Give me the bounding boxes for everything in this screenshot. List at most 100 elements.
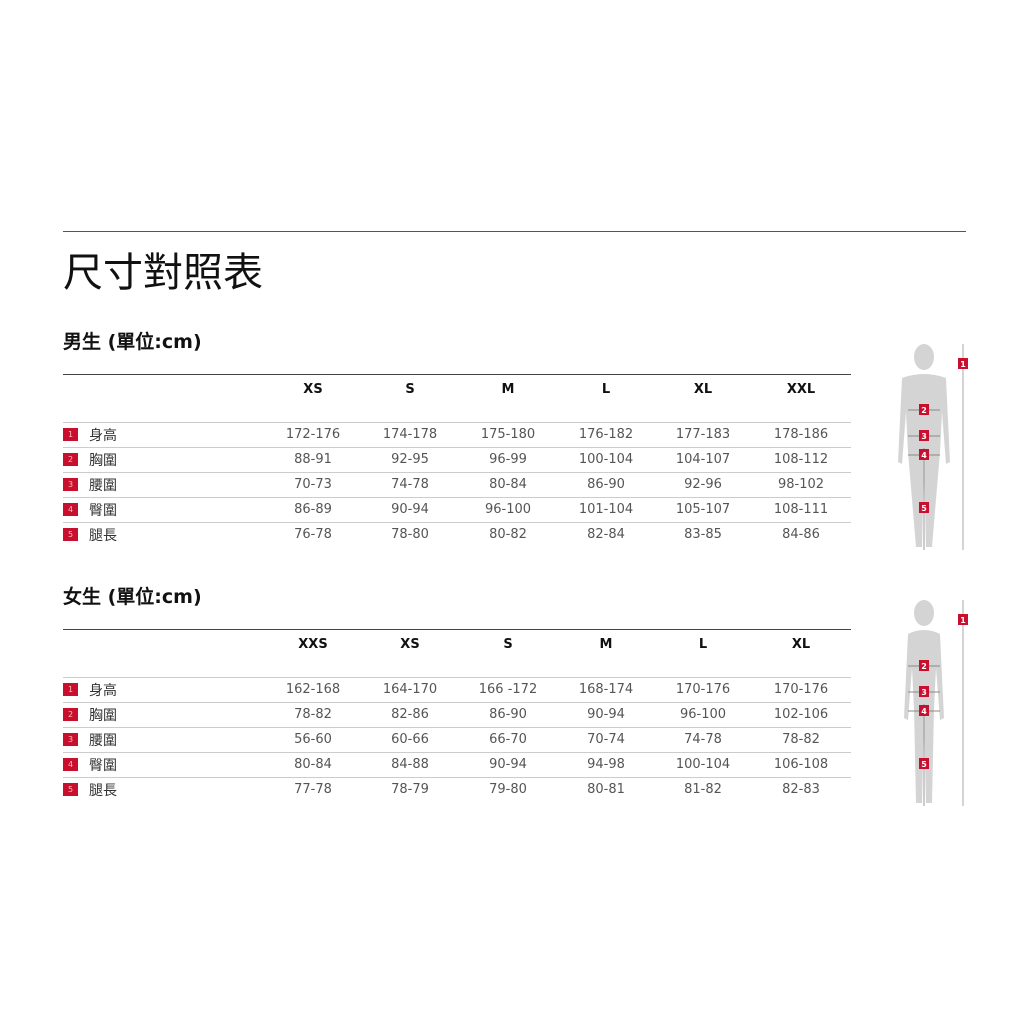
table-cell: 178-186 [773,427,829,442]
table-cell: 78-80 [391,527,429,542]
table-cell: 90-94 [489,757,527,772]
table-cell: 162-168 [285,682,341,697]
men-table-rule [63,374,851,375]
row-number-badge: 1 [63,428,78,441]
table-cell: 96-100 [679,707,727,722]
size-header: S [405,382,415,397]
table-cell: 94-98 [587,757,625,772]
size-header: S [503,637,513,652]
female-body-diagram: 1 2 3 4 5 [904,600,968,806]
svg-text:4: 4 [921,707,927,716]
table-cell: 70-73 [294,477,332,492]
row-divider [63,447,851,448]
table-cell: 78-79 [391,782,429,797]
row-number-badge: 3 [63,478,78,491]
size-header: XS [303,382,323,397]
row-divider [63,472,851,473]
row-label: 腿長 [89,528,117,544]
men-heading: 男生 (單位:cm) [63,331,202,353]
table-cell: 74-78 [684,732,722,747]
male-body-diagram: 1 2 3 4 5 [898,344,968,550]
row-label: 臀圍 [89,503,117,519]
row-label: 身高 [89,683,117,699]
table-cell: 170-176 [675,682,731,697]
size-header: XXS [298,637,328,652]
table-cell: 98-102 [777,477,825,492]
table-cell: 172-176 [285,427,341,442]
table-cell: 78-82 [782,732,820,747]
row-number-badge: 5 [63,528,78,541]
table-cell: 80-84 [489,477,527,492]
row-label: 腿長 [89,783,117,799]
svg-text:1: 1 [960,616,966,625]
table-cell: 168-174 [578,682,634,697]
table-cell: 74-78 [391,477,429,492]
table-cell: 82-84 [587,527,625,542]
table-cell: 66-70 [489,732,527,747]
row-divider [63,727,851,728]
table-cell: 100-104 [578,452,634,467]
table-cell: 86-90 [587,477,625,492]
row-number-badge: 4 [63,503,78,516]
page-title: 尺寸對照表 [63,250,263,296]
row-divider [63,777,851,778]
row-number-badge: 2 [63,453,78,466]
measure-marker [919,449,929,460]
svg-text:1: 1 [960,360,966,369]
table-cell: 92-96 [684,477,722,492]
table-cell: 60-66 [391,732,429,747]
table-cell: 56-60 [294,732,332,747]
svg-text:4: 4 [921,451,927,460]
table-cell: 82-86 [391,707,429,722]
table-cell: 82-83 [782,782,820,797]
table-cell: 84-86 [782,527,820,542]
row-number-badge: 3 [63,733,78,746]
table-cell: 106-108 [773,757,829,772]
table-cell: 88-91 [294,452,332,467]
measure-marker [919,705,929,716]
table-cell: 70-74 [587,732,625,747]
size-header: XS [400,637,420,652]
table-cell: 108-111 [773,502,829,517]
size-header: M [501,382,515,397]
measure-marker [919,758,929,769]
table-cell: 96-100 [484,502,532,517]
table-cell: 105-107 [675,502,731,517]
table-cell: 175-180 [480,427,536,442]
table-cell: 174-178 [382,427,438,442]
table-cell: 90-94 [391,502,429,517]
table-cell: 101-104 [578,502,634,517]
svg-text:3: 3 [921,688,927,697]
row-divider [63,752,851,753]
table-cell: 96-99 [489,452,527,467]
row-divider [63,677,851,678]
table-cell: 80-81 [587,782,625,797]
svg-text:5: 5 [921,504,927,513]
table-cell: 102-106 [773,707,829,722]
top-rule [63,231,966,232]
measure-marker [919,430,929,441]
row-number-badge: 5 [63,783,78,796]
table-cell: 80-82 [489,527,527,542]
size-header: L [698,637,708,652]
table-cell: 84-88 [391,757,429,772]
table-cell: 83-85 [684,527,722,542]
row-label: 腰圍 [89,733,117,749]
row-label: 腰圍 [89,478,117,494]
size-header: XXL [786,382,816,397]
table-cell: 80-84 [294,757,332,772]
measure-marker [958,358,968,369]
women-table-rule [63,629,851,630]
table-cell: 79-80 [489,782,527,797]
row-label: 胸圍 [89,708,117,724]
table-cell: 100-104 [675,757,731,772]
row-number-badge: 4 [63,758,78,771]
table-cell: 86-90 [489,707,527,722]
row-label: 胸圍 [89,453,117,469]
table-cell: 166 -172 [478,682,538,697]
measure-marker [919,404,929,415]
table-cell: 170-176 [773,682,829,697]
row-divider [63,522,851,523]
table-cell: 76-78 [294,527,332,542]
table-cell: 104-107 [675,452,731,467]
